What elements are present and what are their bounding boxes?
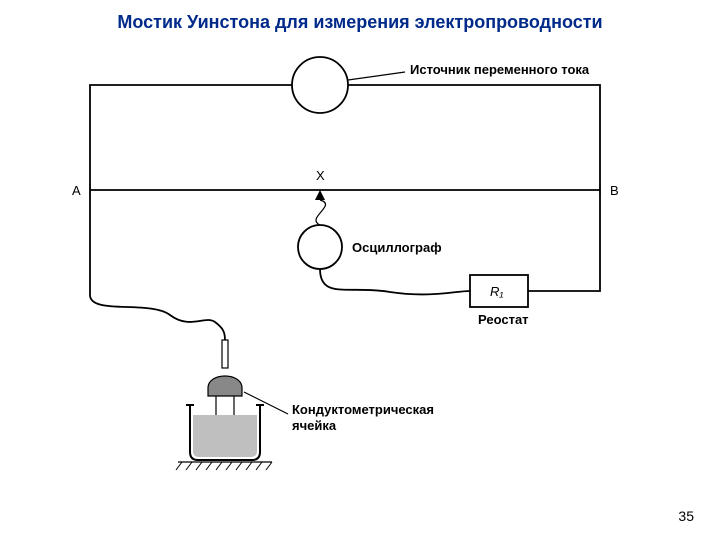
label-x: X bbox=[316, 168, 325, 183]
leader-cell bbox=[244, 392, 288, 414]
conductometric-cell bbox=[176, 340, 272, 470]
wire-a-to-cell bbox=[90, 190, 225, 340]
label-ac-source: Источник переменного тока bbox=[410, 62, 590, 77]
arrow-to-x bbox=[315, 190, 325, 200]
label-rheostat: Реостат bbox=[478, 312, 529, 327]
label-cell-2: ячейка bbox=[292, 418, 337, 433]
wire-osc-to-x bbox=[316, 200, 326, 225]
wire-top-left bbox=[90, 85, 292, 190]
ac-source bbox=[292, 57, 348, 113]
label-r1: R₁ bbox=[490, 284, 504, 299]
wire-osc-to-rheostat bbox=[320, 269, 470, 294]
label-a: A bbox=[72, 183, 81, 198]
wire-rheostat-to-b bbox=[528, 190, 600, 291]
label-b: B bbox=[610, 183, 619, 198]
label-cell-1: Кондуктометрическая bbox=[292, 402, 434, 417]
circuit-diagram: A B X Источник переменного тока Осциллог… bbox=[0, 0, 720, 540]
label-oscilloscope: Осциллограф bbox=[352, 240, 442, 255]
wire-top-right bbox=[348, 85, 600, 190]
page-number: 35 bbox=[678, 508, 694, 524]
oscilloscope bbox=[298, 225, 342, 269]
leader-ac bbox=[348, 72, 405, 80]
